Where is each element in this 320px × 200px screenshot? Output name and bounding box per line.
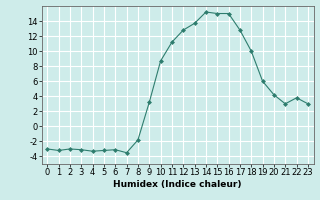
X-axis label: Humidex (Indice chaleur): Humidex (Indice chaleur) [113, 180, 242, 189]
